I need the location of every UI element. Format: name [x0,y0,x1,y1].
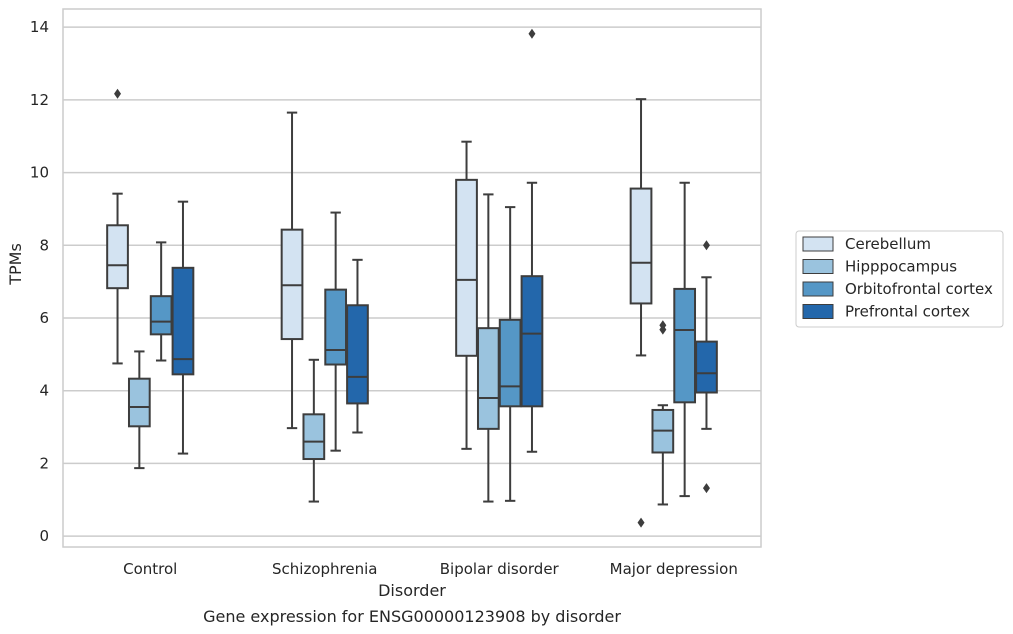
y-tick-label: 2 [39,454,49,472]
legend: Cerebellum Hipppocampus Orbitofrontal cort… [795,230,1004,328]
y-tick-label: 14 [30,18,49,36]
x-tick-label: Bipolar disorder [440,560,560,578]
grid-lines [63,26,761,537]
legend-label: Cerebellum [845,235,931,253]
box-group [673,181,697,498]
legend-label: Prefrontal cortex [845,303,970,321]
box-iqr [149,295,173,336]
box-marks [106,28,718,528]
box-group [498,206,522,502]
chart-caption: Gene expression for ENSG00000123908 by d… [203,607,621,626]
x-axis-title: Disorder [378,581,446,600]
box-group [695,240,718,494]
y-tick-label: 12 [30,91,49,109]
y-tick-label: 10 [30,164,49,182]
outlier-point [702,483,710,494]
box-group [127,350,151,470]
outlier-point [528,28,536,39]
box-iqr [629,187,653,305]
outlier-point [659,320,667,331]
box-iqr [346,304,369,405]
y-axis-title: TPMs [6,243,25,286]
box-group [149,241,173,362]
box-group [476,193,500,503]
y-tick-label: 6 [39,309,49,327]
box-iqr [171,266,195,376]
box-group [302,358,326,503]
box-group [280,111,304,430]
box-iqr [302,413,326,461]
box-group [106,88,129,365]
box-group [455,140,478,450]
outlier-point [702,240,710,251]
box-group [346,258,369,434]
legend-swatch [802,236,834,252]
box-group [651,320,675,506]
legend-frame [795,230,1004,328]
tick-labels: 0 2 4 6 8 10 12 14 Control Schizophrenia Bipolar d… [30,18,738,578]
outlier-point [114,88,122,99]
legend-swatch [802,304,834,319]
box-iqr [498,318,522,408]
box-group [629,98,653,528]
legend-swatch [802,281,834,297]
box-iqr [127,377,151,428]
x-tick-label: Major depression [610,560,738,578]
y-tick-label: 8 [39,236,49,254]
box-iqr [476,327,500,430]
box-group [520,28,544,453]
box-group [324,211,348,452]
x-tick-label: Control [123,560,177,578]
box-iqr [673,287,697,404]
box-iqr [695,340,718,394]
legend-label: Orbitofrontal cortex [845,280,993,298]
y-tick-label: 4 [39,382,49,400]
x-tick-label: Schizophrenia [272,560,377,578]
legend-swatch [802,259,834,274]
plot-frame [62,8,762,548]
box-group [171,200,195,455]
box-iqr [324,288,348,366]
box-iqr [106,224,129,290]
box-iqr [455,178,478,357]
box-iqr [520,275,544,408]
legend-label: Hipppocampus [845,258,957,276]
y-tick-label: 0 [39,527,49,545]
outlier-point [637,517,645,528]
